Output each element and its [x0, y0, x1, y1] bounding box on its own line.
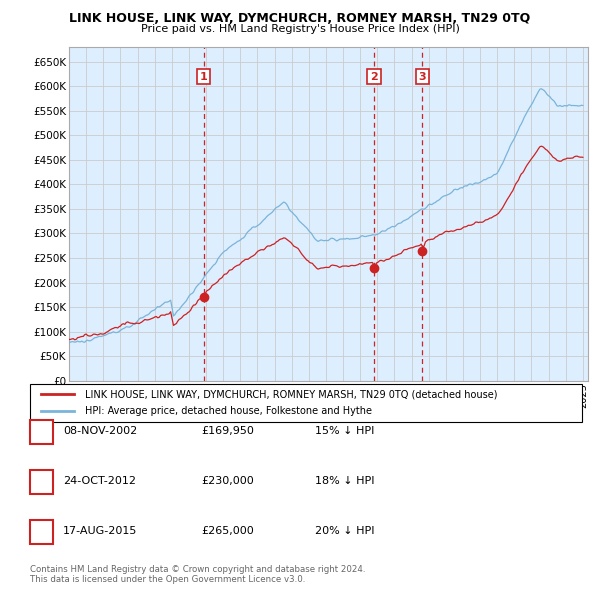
Text: 2: 2 [37, 474, 46, 487]
Text: HPI: Average price, detached house, Folkestone and Hythe: HPI: Average price, detached house, Folk… [85, 406, 372, 416]
Text: £169,950: £169,950 [201, 426, 254, 435]
Text: £265,000: £265,000 [201, 526, 254, 536]
Text: 2: 2 [370, 71, 378, 81]
Text: Price paid vs. HM Land Registry's House Price Index (HPI): Price paid vs. HM Land Registry's House … [140, 24, 460, 34]
Text: 1: 1 [200, 71, 208, 81]
Text: 18% ↓ HPI: 18% ↓ HPI [315, 476, 374, 486]
Text: 3: 3 [419, 71, 426, 81]
FancyBboxPatch shape [30, 384, 582, 422]
Text: 3: 3 [37, 525, 46, 537]
Text: LINK HOUSE, LINK WAY, DYMCHURCH, ROMNEY MARSH, TN29 0TQ (detached house): LINK HOUSE, LINK WAY, DYMCHURCH, ROMNEY … [85, 389, 498, 399]
Text: Contains HM Land Registry data © Crown copyright and database right 2024.
This d: Contains HM Land Registry data © Crown c… [30, 565, 365, 584]
Text: 08-NOV-2002: 08-NOV-2002 [63, 426, 137, 435]
Text: LINK HOUSE, LINK WAY, DYMCHURCH, ROMNEY MARSH, TN29 0TQ: LINK HOUSE, LINK WAY, DYMCHURCH, ROMNEY … [70, 12, 530, 25]
Text: 20% ↓ HPI: 20% ↓ HPI [315, 526, 374, 536]
Text: £230,000: £230,000 [201, 476, 254, 486]
Text: 15% ↓ HPI: 15% ↓ HPI [315, 426, 374, 435]
Text: 1: 1 [37, 424, 46, 437]
Text: 24-OCT-2012: 24-OCT-2012 [63, 476, 136, 486]
Text: 17-AUG-2015: 17-AUG-2015 [63, 526, 137, 536]
